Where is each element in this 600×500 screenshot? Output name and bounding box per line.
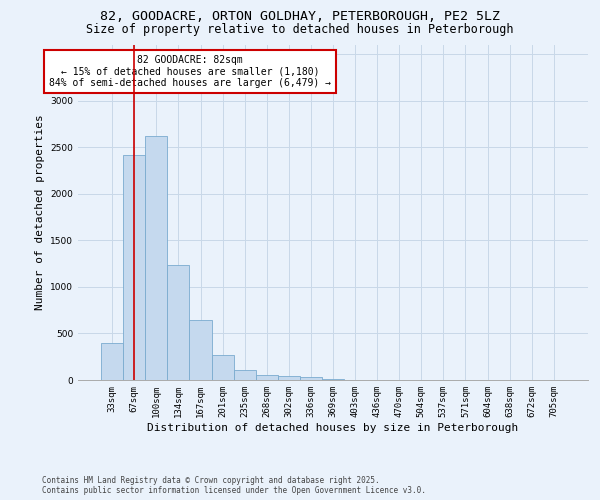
- Bar: [212, 356, 233, 380]
- Bar: [167, 264, 190, 380]
- X-axis label: Distribution of detached houses by size in Peterborough: Distribution of detached houses by size …: [148, 422, 518, 432]
- Y-axis label: Number of detached properties: Number of detached properties: [35, 114, 44, 310]
- Text: Size of property relative to detached houses in Peterborough: Size of property relative to detached ho…: [86, 22, 514, 36]
- Bar: [145, 136, 167, 380]
- Bar: [233, 370, 256, 380]
- Text: 82 GOODACRE: 82sqm
← 15% of detached houses are smaller (1,180)
84% of semi-deta: 82 GOODACRE: 82sqm ← 15% of detached hou…: [49, 55, 331, 88]
- Bar: [322, 378, 344, 380]
- Text: 82, GOODACRE, ORTON GOLDHAY, PETERBOROUGH, PE2 5LZ: 82, GOODACRE, ORTON GOLDHAY, PETERBOROUG…: [100, 10, 500, 23]
- Bar: [278, 376, 300, 380]
- Bar: [101, 343, 123, 380]
- Bar: [256, 375, 278, 380]
- Text: Contains HM Land Registry data © Crown copyright and database right 2025.
Contai: Contains HM Land Registry data © Crown c…: [42, 476, 426, 495]
- Bar: [190, 320, 212, 380]
- Bar: [123, 155, 145, 380]
- Bar: [300, 377, 322, 380]
